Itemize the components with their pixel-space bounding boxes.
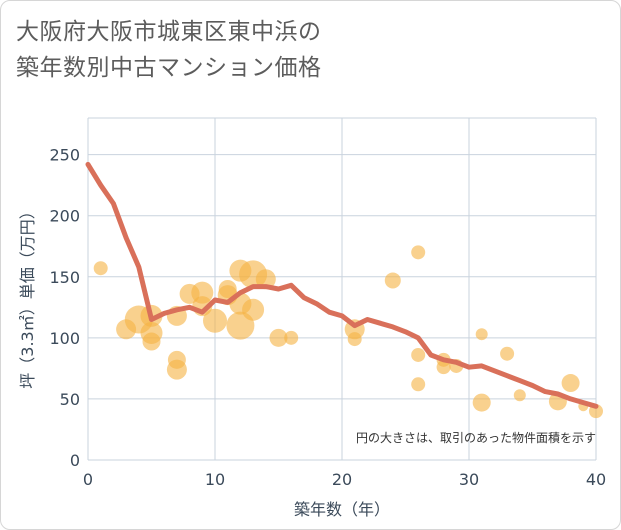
x-tick-label: 20 — [332, 470, 352, 489]
bubble-point — [411, 377, 426, 392]
bubble-point — [411, 245, 426, 260]
x-axis-title: 築年数（年） — [294, 500, 390, 519]
x-tick-labels: 0 10 20 30 40 — [83, 470, 606, 489]
y-tick-label: 150 — [49, 268, 80, 287]
bubble-point — [166, 359, 187, 380]
trend-line — [85, 161, 599, 409]
bubble-point — [93, 261, 108, 276]
x-tick-label: 10 — [205, 470, 225, 489]
y-tick-labels: 0 50 100 150 200 250 — [49, 146, 80, 470]
chart-title: 大阪府大阪市城東区東中浜の 築年数別中古マンション価格 — [16, 14, 322, 86]
bubble-point — [347, 332, 362, 347]
chart-title-line2: 築年数別中古マンション価格 — [16, 55, 322, 81]
bubble-point — [436, 360, 451, 375]
bubble-point — [242, 298, 265, 321]
y-tick-label: 0 — [70, 451, 80, 470]
size-note: 円の大きさは、取引のあった物件面積を示す — [356, 430, 596, 445]
bubble-point — [384, 272, 401, 289]
bubble-point — [475, 328, 488, 341]
y-tick-label: 50 — [60, 390, 80, 409]
y-tick-label: 100 — [49, 329, 80, 348]
x-tick-label: 0 — [83, 470, 93, 489]
bubble-point — [142, 332, 161, 351]
bubble-point — [472, 393, 491, 412]
y-tick-label: 200 — [49, 207, 80, 226]
bubble-point — [269, 328, 288, 347]
bubble-point — [284, 330, 299, 345]
x-tick-label: 40 — [586, 470, 606, 489]
y-tick-label: 250 — [49, 146, 80, 165]
bubble-point — [513, 389, 526, 402]
bubble-point — [203, 308, 227, 333]
x-tick-label: 30 — [459, 470, 479, 489]
bubble-point — [500, 346, 515, 361]
chart-title-line1: 大阪府大阪市城東区東中浜の — [16, 19, 322, 45]
y-axis-title: 坪（3.3㎡）単価（万円） — [18, 203, 37, 388]
bubble-point — [411, 347, 426, 362]
bubbles — [93, 245, 603, 419]
grid — [87, 117, 597, 461]
bubble-point — [561, 374, 580, 393]
